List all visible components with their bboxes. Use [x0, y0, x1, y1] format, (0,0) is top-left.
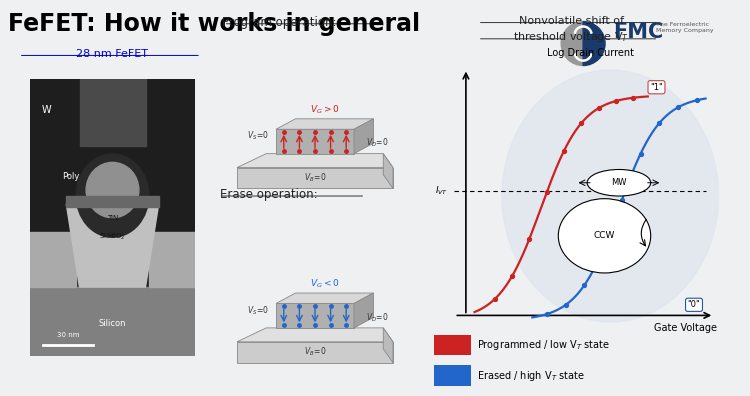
Text: The Ferroelectric
Memory Company: The Ferroelectric Memory Company — [656, 22, 714, 32]
Text: 28 nm FeFET: 28 nm FeFET — [76, 50, 148, 59]
Text: $V_D\!=\!0$: $V_D\!=\!0$ — [366, 311, 389, 324]
Polygon shape — [237, 342, 393, 363]
Polygon shape — [276, 293, 374, 303]
Ellipse shape — [76, 154, 148, 237]
Ellipse shape — [86, 162, 139, 218]
FancyBboxPatch shape — [434, 366, 471, 386]
Text: CCW: CCW — [594, 231, 615, 240]
Text: TiN: TiN — [106, 215, 118, 221]
Polygon shape — [383, 328, 393, 363]
Text: $V_G < 0$: $V_G < 0$ — [310, 278, 340, 290]
Text: MW: MW — [611, 178, 627, 187]
Ellipse shape — [587, 169, 651, 196]
Polygon shape — [237, 168, 393, 188]
Wedge shape — [584, 22, 605, 65]
Text: $V_G > 0$: $V_G > 0$ — [310, 104, 340, 116]
Text: Erase operation:: Erase operation: — [220, 188, 317, 201]
Polygon shape — [237, 154, 393, 168]
Wedge shape — [561, 22, 584, 65]
Text: W: W — [42, 105, 51, 115]
Polygon shape — [276, 303, 354, 328]
Text: Log Drain Current: Log Drain Current — [547, 48, 634, 58]
Text: $I_{VT}$: $I_{VT}$ — [435, 185, 448, 197]
Polygon shape — [30, 232, 76, 287]
Text: Si:HfO$_2$: Si:HfO$_2$ — [99, 232, 126, 242]
Text: $V_S\!=\!0$: $V_S\!=\!0$ — [247, 130, 268, 143]
Text: "0": "0" — [688, 300, 700, 309]
FancyBboxPatch shape — [30, 287, 195, 356]
Text: $V_B\!=\!0$: $V_B\!=\!0$ — [304, 171, 326, 184]
Text: Programmed / low V$_T$ state: Programmed / low V$_T$ state — [477, 338, 610, 352]
Text: Silicon: Silicon — [99, 319, 126, 327]
Polygon shape — [66, 204, 159, 287]
Polygon shape — [276, 119, 374, 129]
Text: 30 nm: 30 nm — [57, 332, 80, 338]
Ellipse shape — [502, 70, 718, 322]
Polygon shape — [276, 129, 354, 154]
FancyBboxPatch shape — [434, 335, 471, 355]
Text: $V_D\!=\!0$: $V_D\!=\!0$ — [366, 137, 389, 149]
Polygon shape — [148, 232, 195, 287]
FancyBboxPatch shape — [30, 79, 195, 356]
Polygon shape — [354, 293, 374, 328]
Text: $V_S\!=\!0$: $V_S\!=\!0$ — [247, 304, 268, 317]
Text: Nonvolatile shift of: Nonvolatile shift of — [519, 16, 624, 26]
FancyBboxPatch shape — [66, 196, 159, 207]
Polygon shape — [354, 119, 374, 154]
Text: Program operation:: Program operation: — [222, 16, 336, 29]
Text: "1": "1" — [650, 83, 663, 92]
Text: FMC: FMC — [614, 22, 664, 42]
Text: Poly: Poly — [62, 172, 80, 181]
Text: threshold voltage V$_T$: threshold voltage V$_T$ — [514, 30, 629, 44]
FancyBboxPatch shape — [80, 79, 146, 146]
Text: Erased / high V$_T$ state: Erased / high V$_T$ state — [477, 369, 585, 383]
Text: Gate Voltage: Gate Voltage — [654, 324, 717, 333]
Polygon shape — [383, 154, 393, 188]
Ellipse shape — [558, 199, 651, 273]
Text: $V_B\!=\!0$: $V_B\!=\!0$ — [304, 346, 326, 358]
Text: FeFET: How it works in general: FeFET: How it works in general — [8, 12, 420, 36]
Polygon shape — [237, 328, 393, 342]
